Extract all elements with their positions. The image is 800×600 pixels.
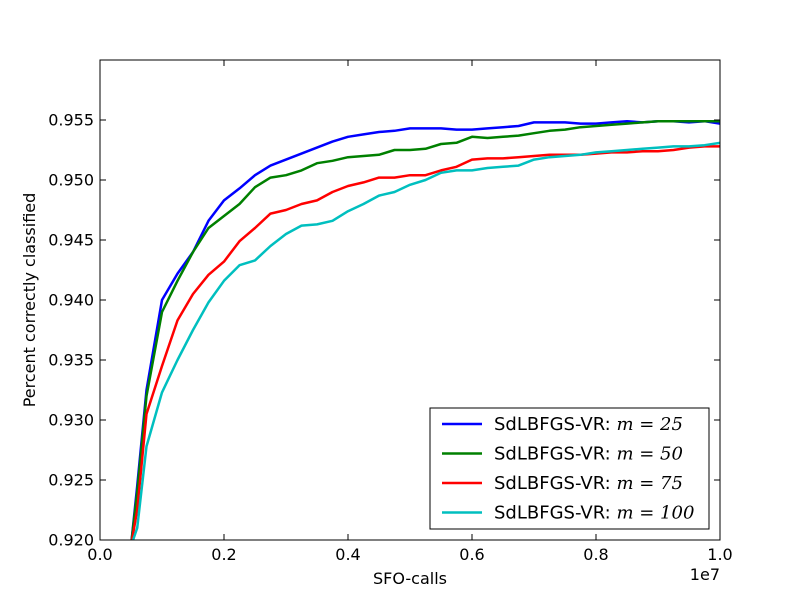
y-axis-label: Percent correctly classified [20, 193, 39, 408]
legend-label: SdLBFGS-VR: m = 50 [494, 444, 683, 465]
y-tick-label: 0.925 [48, 471, 94, 490]
x-tick-label: 0.2 [211, 545, 236, 564]
legend-label: SdLBFGS-VR: m = 100 [494, 503, 694, 524]
x-axis-label: SFO-calls [373, 569, 447, 588]
legend-label-prefix: SdLBFGS-VR: [494, 444, 616, 465]
x-tick-label: 0.0 [87, 545, 112, 564]
y-tick-label: 0.955 [48, 111, 94, 130]
series-line [131, 141, 720, 540]
y-tick-label: 0.920 [48, 531, 94, 550]
legend-label: SdLBFGS-VR: m = 75 [494, 473, 683, 494]
series-layer [130, 119, 720, 540]
x-tick-label: 1.0 [707, 545, 732, 564]
y-tick-label: 0.935 [48, 351, 94, 370]
y-tick-label: 0.940 [48, 291, 94, 310]
y-tick-label: 0.930 [48, 411, 94, 430]
x-offset-text: 1e7 [690, 565, 720, 584]
legend-label-prefix: SdLBFGS-VR: [494, 414, 616, 435]
x-tick-label: 0.8 [583, 545, 608, 564]
legend-label-prefix: SdLBFGS-VR: [494, 473, 616, 494]
legend-label: SdLBFGS-VR: m = 25 [494, 414, 683, 435]
x-tick-label: 0.4 [335, 545, 360, 564]
legend-label-math: m = 100 [616, 503, 694, 524]
legend-label-math: m = 25 [616, 414, 683, 435]
legend-label-math: m = 75 [616, 473, 683, 494]
legend-label-prefix: SdLBFGS-VR: [494, 503, 616, 524]
ticks-layer: 0.0 0.2 0.4 0.6 0.8 1.0 0.920 0.925 0.930 0.935 0.… [48, 60, 733, 564]
series-line [130, 145, 720, 540]
x-tick-label: 0.6 [459, 545, 484, 564]
legend-label-math: m = 50 [616, 444, 683, 465]
y-tick-label: 0.945 [48, 231, 94, 250]
legend-frame [429, 407, 710, 530]
y-tick-label: 0.950 [48, 171, 94, 190]
series-line [130, 119, 720, 540]
series-line [130, 119, 720, 540]
